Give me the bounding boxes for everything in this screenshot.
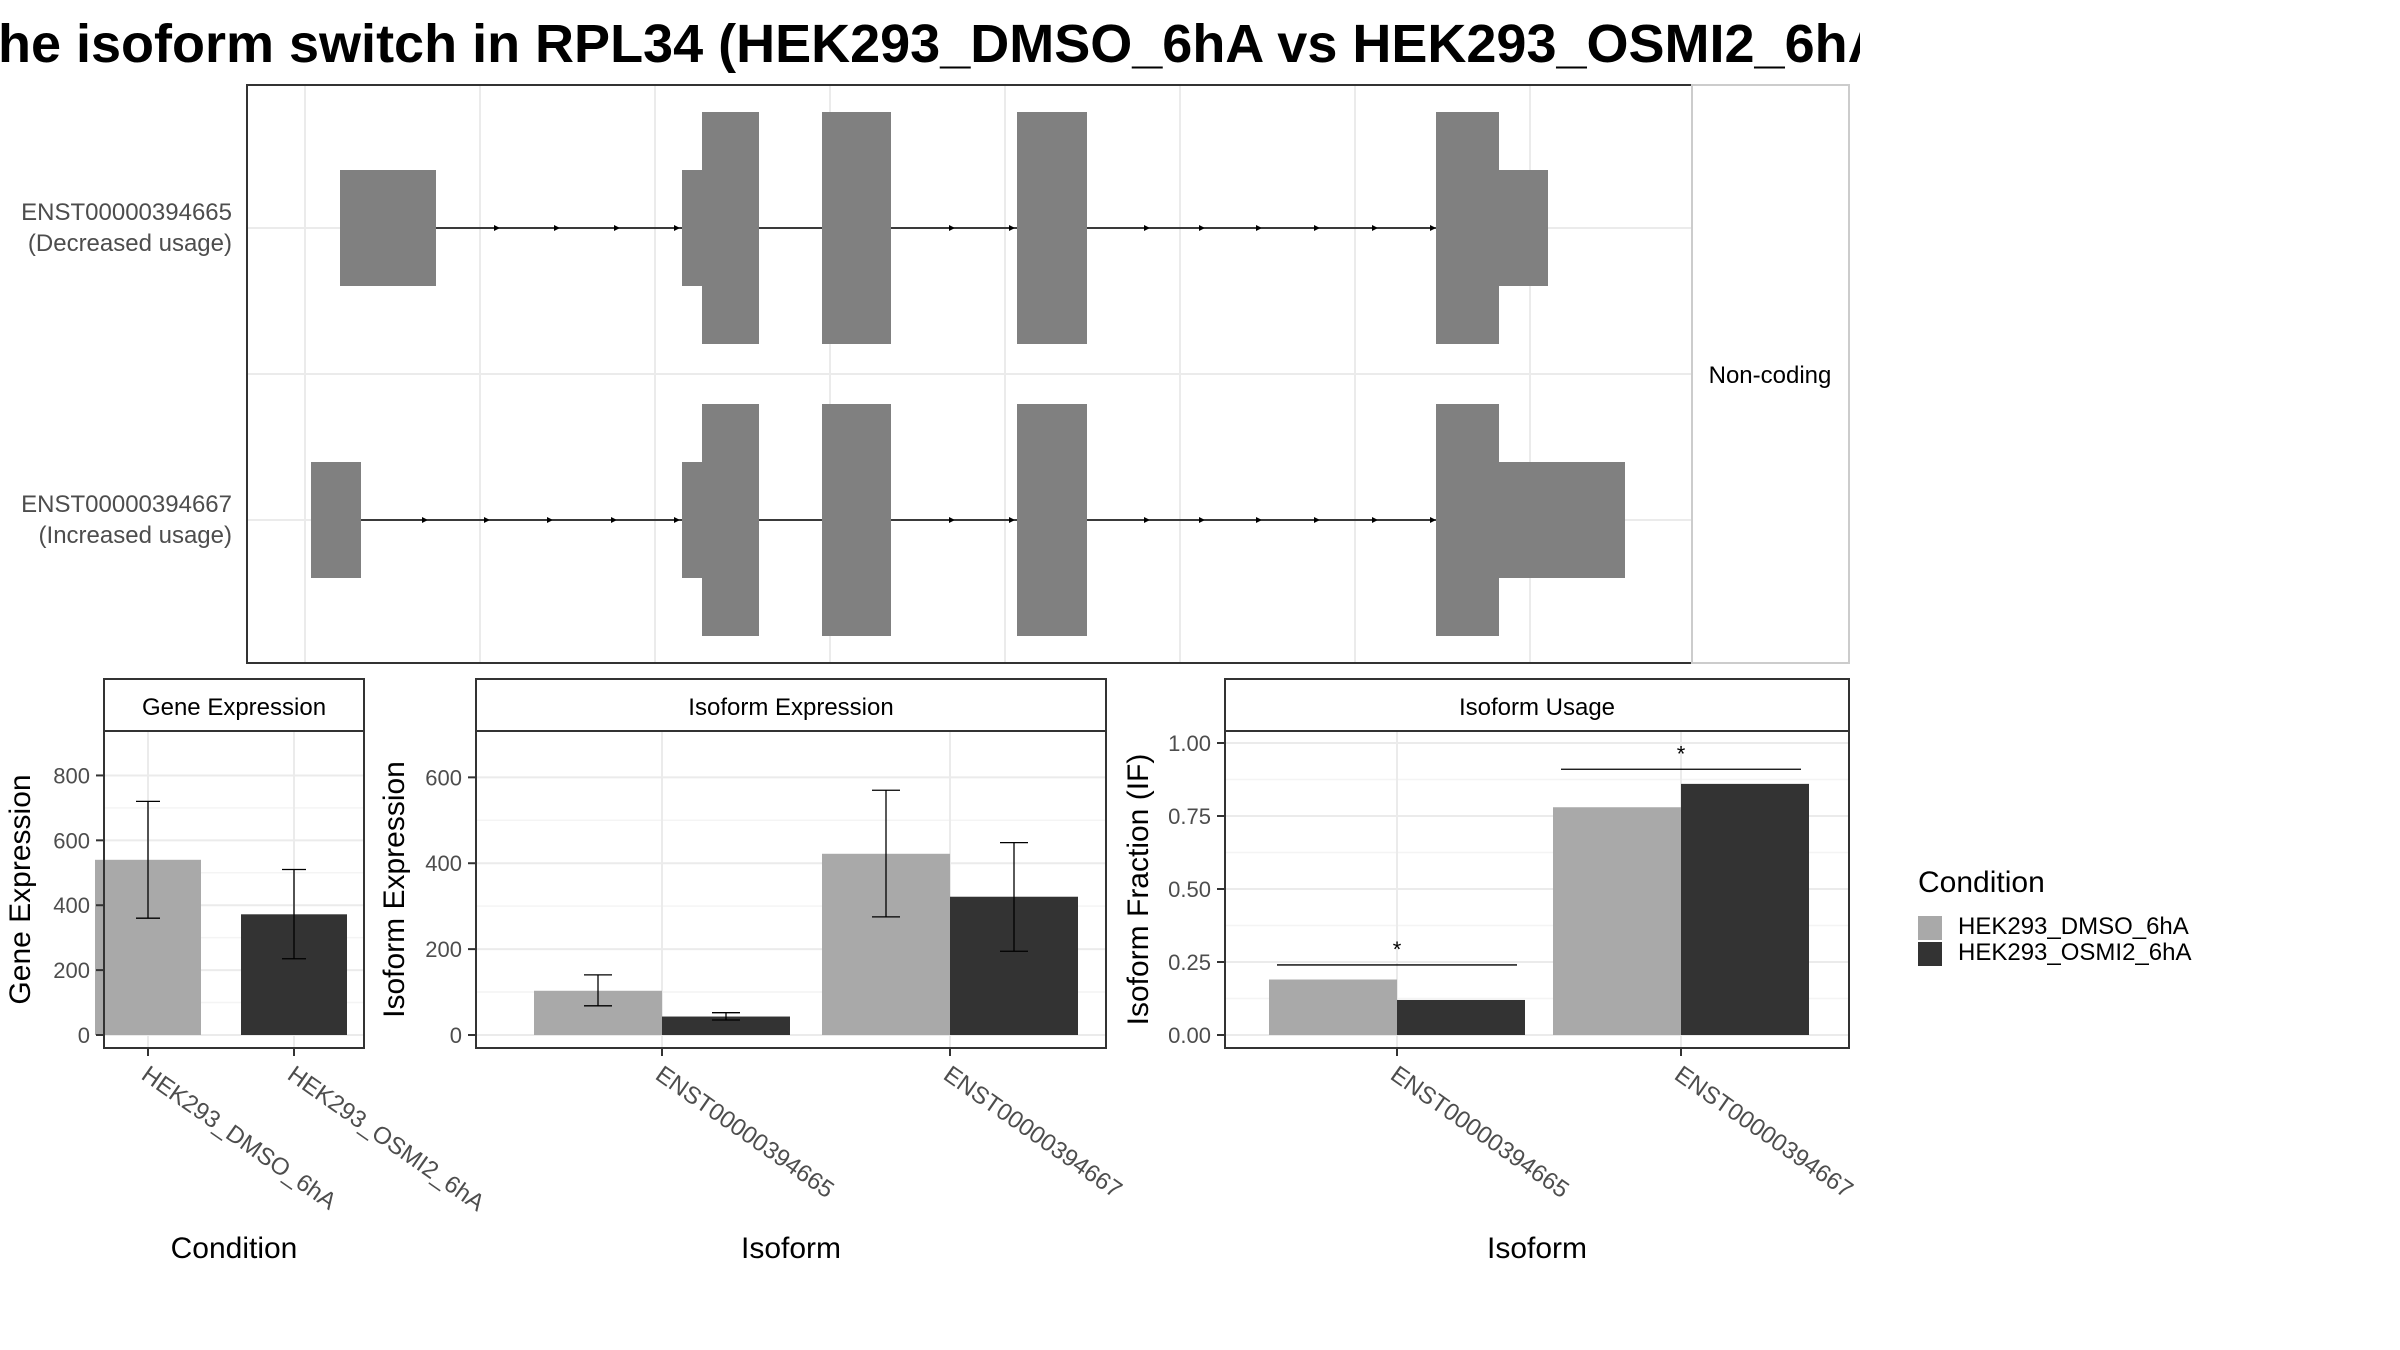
bar-HEK293_DMSO_6hA-ENST00000394667: [1553, 807, 1681, 1035]
strand-arrow: [422, 517, 428, 523]
significance-label: *: [1677, 741, 1686, 766]
panel-isoform-usage: [1217, 678, 1850, 1056]
strand-arrow: [554, 225, 560, 231]
exon-cds: [702, 404, 759, 636]
isoform-label-ENST00000394667: ENST00000394667: [21, 491, 232, 518]
exon-utr: [1497, 170, 1548, 286]
structure-strip-box: [1691, 84, 1850, 664]
bar-HEK293_OSMI2_6hA-ENST00000394665: [662, 1016, 790, 1035]
panel-strip-label: Gene Expression: [142, 694, 326, 721]
exon-utr: [682, 462, 704, 578]
y-tick-label: 200: [53, 958, 90, 983]
panel-strip: [103, 678, 365, 732]
strand-arrow: [1372, 517, 1378, 523]
panel-strip-label: Isoform Expression: [688, 694, 893, 721]
strand-arrow: [1314, 225, 1320, 231]
strand-arrow: [1256, 517, 1262, 523]
exon-cds: [1436, 112, 1499, 344]
x-axis-title: Isoform: [1487, 1232, 1587, 1265]
y-tick-label: 0.25: [1168, 950, 1211, 975]
legend-entry-osmi: HEK293_OSMI2_6hA: [1918, 940, 2191, 966]
y-axis-title: Isoform Fraction (IF): [1122, 754, 1155, 1026]
isoform-usage-label: (Increased usage): [39, 522, 232, 549]
exon-utr: [682, 170, 704, 286]
x-axis-title: Isoform: [741, 1232, 841, 1265]
strand-arrow: [611, 517, 617, 523]
bar-HEK293_DMSO_6hA-ENST00000394665: [1269, 979, 1397, 1035]
exon-utr: [1497, 462, 1625, 578]
y-axis-title: Isoform Expression: [378, 761, 411, 1018]
bar-HEK293_OSMI2_6hA-ENST00000394665: [1397, 999, 1525, 1035]
strand-arrow: [949, 225, 955, 231]
transcript-model-ENST00000394667: [311, 404, 1625, 636]
y-tick-label: 1.00: [1168, 731, 1211, 756]
strand-arrow: [1144, 225, 1150, 231]
y-tick-label: 0.75: [1168, 804, 1211, 829]
exon-cds: [822, 404, 891, 636]
strand-arrow: [1430, 517, 1436, 523]
isoform-label-ENST00000394665: ENST00000394665: [21, 199, 232, 226]
structure-strip-label: Non-coding: [1709, 362, 1832, 389]
y-tick-label: 200: [425, 937, 462, 962]
panel-strip-label: Isoform Usage: [1459, 694, 1615, 721]
strand-arrow: [674, 225, 680, 231]
strand-arrow: [674, 517, 680, 523]
y-tick-label: 400: [425, 851, 462, 876]
x-tick-label: ENST00000394665: [651, 1061, 839, 1204]
strand-arrow: [1430, 225, 1436, 231]
legend-entry-dmso: HEK293_DMSO_6hA: [1918, 914, 2189, 940]
bar-HEK293_OSMI2_6hA-ENST00000394667: [1681, 783, 1809, 1035]
legend-label-osmi: HEK293_OSMI2_6hA: [1958, 939, 2192, 966]
strand-arrow: [1256, 225, 1262, 231]
x-tick-label: ENST00000394665: [1386, 1061, 1574, 1204]
isoform-usage-label: (Decreased usage): [28, 230, 232, 257]
y-tick-label: 0.00: [1168, 1023, 1211, 1048]
y-axis-title: Gene Expression: [4, 774, 37, 1004]
y-tick-label: 600: [53, 828, 90, 853]
panel-strip: [1224, 678, 1850, 732]
strand-arrow: [547, 517, 553, 523]
strand-arrow: [484, 517, 490, 523]
transcript-model-ENST00000394665: [340, 112, 1548, 344]
y-tick-label: 0: [450, 1023, 462, 1048]
legend-swatch-dmso: [1918, 915, 1942, 940]
strand-arrow: [1372, 225, 1378, 231]
y-tick-label: 400: [53, 893, 90, 918]
exon-cds: [1436, 404, 1499, 636]
exon-cds: [1017, 112, 1087, 344]
strand-arrow: [614, 225, 620, 231]
strand-arrow: [1199, 517, 1205, 523]
strand-arrow: [1314, 517, 1320, 523]
exon-utr: [311, 462, 361, 578]
strand-arrow: [949, 517, 955, 523]
chart-title: The isoform switch in RPL34 (HEK293_DMSO…: [0, 14, 1860, 74]
strand-arrow: [1199, 225, 1205, 231]
exon-utr: [340, 170, 436, 286]
panel-strip: [475, 678, 1107, 732]
strand-arrow: [1009, 517, 1015, 523]
legend-label-dmso: HEK293_DMSO_6hA: [1958, 913, 2189, 940]
significance-label: *: [1393, 937, 1402, 962]
y-tick-label: 0: [78, 1023, 90, 1048]
x-tick-label: ENST00000394667: [939, 1061, 1127, 1204]
chart-title-text: The isoform switch in RPL34 (HEK293_DMSO…: [0, 14, 1860, 74]
y-tick-label: 800: [53, 763, 90, 788]
exon-cds: [822, 112, 891, 344]
x-axis-title: Condition: [171, 1232, 298, 1265]
exon-cds: [702, 112, 759, 344]
exon-cds: [1017, 404, 1087, 636]
strand-arrow: [1144, 517, 1150, 523]
y-tick-label: 0.50: [1168, 877, 1211, 902]
legend-title: Condition: [1918, 866, 2045, 899]
panel-isoform-expression: [468, 678, 1107, 1056]
panel-gene-expression: [95, 678, 365, 1056]
x-tick-label: ENST00000394667: [1670, 1061, 1858, 1204]
y-tick-label: 600: [425, 765, 462, 790]
legend-swatch-osmi: [1918, 941, 1942, 966]
strand-arrow: [1009, 225, 1015, 231]
strand-arrow: [494, 225, 500, 231]
